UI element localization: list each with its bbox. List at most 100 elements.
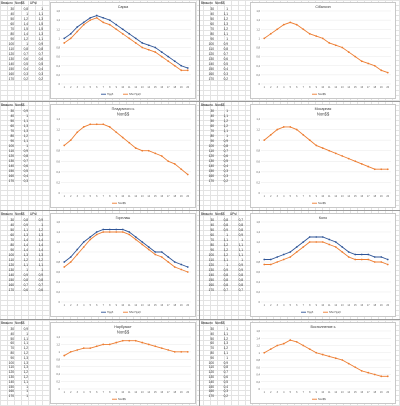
table-cell[interactable]: 1: [26, 144, 28, 148]
table-cell[interactable]: 0,8: [238, 228, 243, 232]
data-point[interactable]: [63, 144, 66, 147]
table-cell[interactable]: 60: [10, 233, 14, 237]
data-point[interactable]: [308, 236, 311, 238]
data-point[interactable]: [173, 163, 176, 165]
data-point[interactable]: [321, 37, 324, 40]
table-cell[interactable]: 1: [26, 384, 28, 389]
table-cell[interactable]: 1,3: [23, 253, 28, 257]
data-point[interactable]: [269, 258, 272, 261]
data-point[interactable]: [141, 243, 144, 246]
table-cell[interactable]: 140: [208, 62, 214, 66]
table-header-cell[interactable]: Ввошло: [1, 1, 13, 5]
data-point[interactable]: [128, 233, 131, 236]
table-cell[interactable]: 0,7: [23, 52, 28, 56]
data-point[interactable]: [373, 373, 376, 376]
table-cell[interactable]: 90: [210, 139, 214, 143]
data-point[interactable]: [141, 149, 144, 152]
data-point[interactable]: [154, 152, 157, 155]
table-cell[interactable]: 1,3: [38, 233, 43, 237]
data-point[interactable]: [341, 155, 344, 157]
data-point[interactable]: [63, 261, 66, 263]
table-cell[interactable]: 100: [208, 144, 214, 148]
data-point[interactable]: [69, 261, 72, 263]
table-cell[interactable]: 0,2: [38, 77, 43, 81]
table-cell[interactable]: 1,3: [23, 124, 28, 128]
data-point[interactable]: [367, 371, 370, 374]
data-point[interactable]: [263, 37, 266, 40]
data-point[interactable]: [315, 144, 318, 147]
table-cell[interactable]: 0,3: [23, 179, 28, 183]
data-point[interactable]: [341, 359, 344, 361]
data-point[interactable]: [308, 348, 311, 351]
table-cell[interactable]: 70: [10, 129, 14, 133]
data-point[interactable]: [134, 339, 137, 342]
table-cell[interactable]: 1,3: [223, 341, 228, 346]
table-cell[interactable]: 40: [210, 12, 214, 16]
data-point[interactable]: [354, 366, 357, 369]
data-point[interactable]: [160, 251, 163, 253]
table-cell[interactable]: 0,9: [23, 109, 28, 113]
data-point[interactable]: [128, 32, 131, 35]
data-point[interactable]: [380, 168, 383, 171]
table-cell[interactable]: 90: [210, 37, 214, 41]
table-cell[interactable]: 90: [10, 37, 14, 41]
data-point[interactable]: [115, 231, 118, 233]
data-point[interactable]: [167, 256, 170, 258]
data-point[interactable]: [147, 246, 150, 248]
table-cell[interactable]: 130: [8, 375, 14, 379]
data-point[interactable]: [76, 26, 79, 28]
table-cell[interactable]: 1,3: [38, 253, 43, 257]
table-cell[interactable]: 50: [10, 336, 14, 341]
data-point[interactable]: [63, 37, 66, 40]
table-header-cell[interactable]: Ввошло: [201, 1, 213, 5]
table-cell[interactable]: 50: [10, 17, 14, 21]
data-point[interactable]: [180, 168, 183, 171]
table-cell[interactable]: 0,4: [223, 164, 228, 168]
data-point[interactable]: [160, 347, 163, 350]
table-cell[interactable]: 1: [226, 37, 228, 41]
table-cell[interactable]: 0,6: [223, 154, 228, 158]
data-point[interactable]: [63, 354, 66, 357]
table-cell[interactable]: 90: [10, 248, 14, 252]
data-point[interactable]: [82, 246, 85, 248]
table-cell[interactable]: 90: [210, 248, 214, 252]
data-point[interactable]: [321, 241, 324, 243]
data-point[interactable]: [315, 351, 318, 354]
data-point[interactable]: [147, 248, 150, 251]
data-point[interactable]: [63, 42, 66, 44]
data-point[interactable]: [167, 60, 170, 63]
data-point[interactable]: [334, 246, 337, 248]
data-point[interactable]: [308, 32, 311, 35]
table-cell[interactable]: 0,4: [223, 384, 228, 389]
table-cell[interactable]: 1,1: [23, 228, 28, 232]
data-point[interactable]: [102, 21, 105, 24]
table-cell[interactable]: 0,6: [38, 288, 43, 292]
data-point[interactable]: [295, 23, 298, 26]
table-header-cell[interactable]: Non$$: [215, 212, 225, 216]
data-point[interactable]: [154, 253, 157, 256]
data-point[interactable]: [89, 236, 92, 238]
series-line[interactable]: [64, 340, 188, 356]
data-point[interactable]: [263, 263, 266, 266]
line-chart[interactable]: Пладочного ь Non$$ 0 0,2 0,4 0,6 0,8 1 1,2 1,4 1 2 3…: [50, 104, 196, 208]
table-cell[interactable]: 1,3: [23, 233, 28, 237]
table-header-cell[interactable]: Ввошло: [201, 212, 213, 216]
table-header-cell[interactable]: Ввошло: [201, 321, 213, 325]
table-cell[interactable]: 1,5: [38, 22, 43, 26]
line-chart[interactable]: Сарка 0 0,2 0,4 0,6 0,8 1 1,2 1,4 1,6 1 2 3 4 5 6 7 8 9 10 1…: [50, 2, 196, 99]
table-cell[interactable]: 30: [10, 7, 14, 11]
data-point[interactable]: [321, 353, 324, 356]
table-header-cell[interactable]: Ввошло: [1, 212, 13, 216]
table-cell[interactable]: 110: [208, 365, 214, 370]
data-point[interactable]: [334, 152, 337, 155]
table-cell[interactable]: 1: [226, 109, 228, 113]
table-cell[interactable]: 110: [208, 258, 214, 262]
data-point[interactable]: [276, 28, 279, 31]
table-cell[interactable]: 1,2: [223, 124, 228, 128]
series-line[interactable]: [63, 229, 188, 268]
data-point[interactable]: [282, 258, 285, 261]
data-point[interactable]: [173, 60, 176, 63]
table-cell[interactable]: 0,9: [38, 273, 43, 277]
table-cell[interactable]: 110: [208, 47, 214, 51]
data-point[interactable]: [89, 19, 92, 22]
